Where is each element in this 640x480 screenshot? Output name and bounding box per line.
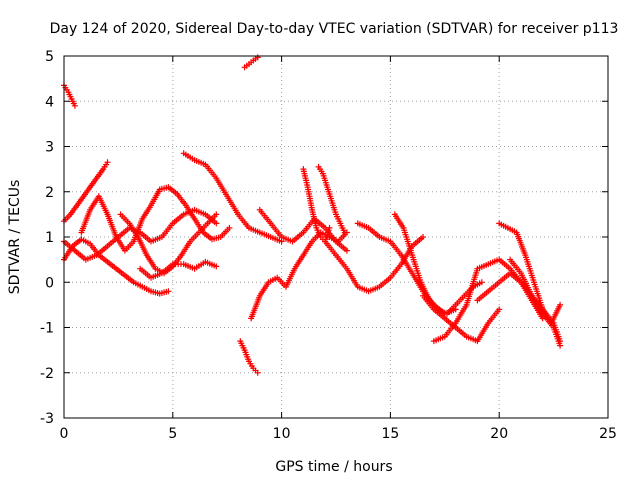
ticks-layer: 0 5 10 15 20 25 -3 -2 -1 0 1 2 3 4 5 (40, 49, 617, 442)
y-tick-label: 4 (45, 94, 54, 110)
x-tick-label: 25 (599, 426, 617, 442)
data-point (213, 211, 220, 218)
x-tick-label: 20 (490, 426, 508, 442)
data-point (478, 279, 485, 286)
y-tick-label: -3 (40, 411, 54, 427)
points-layer (61, 54, 564, 376)
data-point (104, 159, 111, 166)
data-point (420, 234, 426, 240)
y-tick-label: 0 (45, 275, 54, 291)
data-point (226, 224, 233, 231)
x-tick-label: 10 (273, 426, 291, 442)
data-point (71, 102, 78, 109)
x-tick-label: 0 (60, 426, 69, 442)
data-point (557, 342, 564, 349)
data-point (165, 288, 172, 295)
data-point (496, 306, 503, 313)
data-point (557, 301, 564, 308)
y-axis-label: SDTVAR / TECUs (7, 180, 23, 295)
data-point (341, 229, 348, 236)
data-point (254, 369, 261, 376)
y-tick-label: 1 (45, 230, 54, 246)
data-point (326, 224, 333, 231)
x-axis-label: GPS time / hours (275, 459, 392, 475)
data-point (213, 220, 220, 227)
y-tick-label: -2 (40, 366, 54, 382)
x-tick-label: 5 (168, 426, 177, 442)
data-point (254, 54, 261, 61)
x-tick-label: 15 (381, 426, 399, 442)
y-tick-label: 3 (45, 140, 54, 156)
y-tick-label: 5 (45, 49, 54, 65)
y-tick-label: -1 (40, 321, 54, 337)
y-tick-label: 2 (45, 185, 54, 201)
data-point (343, 247, 350, 254)
data-point (213, 263, 220, 270)
chart-title: Day 124 of 2020, Sidereal Day-to-day VTE… (50, 21, 619, 37)
